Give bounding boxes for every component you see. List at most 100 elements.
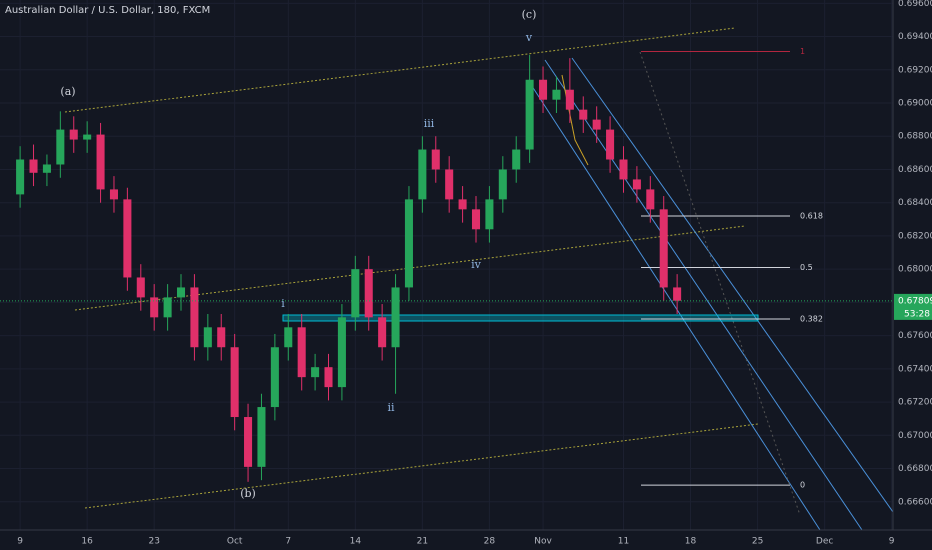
y-tick-label: 0.68600 <box>898 165 932 175</box>
candle-body <box>525 79 534 150</box>
countdown: 53:28 <box>904 309 930 319</box>
candle-body <box>29 159 38 173</box>
last-price-label: 0.67809 <box>898 296 932 306</box>
y-tick-label: 0.66800 <box>898 464 932 474</box>
x-tick-label: 7 <box>285 537 291 547</box>
candle-body <box>351 269 360 318</box>
candle-body <box>42 164 51 173</box>
candle-body <box>391 287 400 348</box>
axes: 0.69600 0.69400 0.69200 0.69000 0.68800 0.686… <box>17 0 932 547</box>
candle-body <box>83 134 92 140</box>
candle-body <box>257 407 266 467</box>
channel-upper <box>64 27 736 113</box>
candle-body <box>659 209 668 288</box>
candle-body <box>606 129 615 160</box>
channel-lower <box>84 423 759 509</box>
x-tick-label: 18 <box>685 537 697 547</box>
candle-body <box>539 79 548 100</box>
y-tick-label: 0.68400 <box>898 198 932 208</box>
candle-body <box>150 297 159 318</box>
y-tick-label: 0.67400 <box>898 364 932 374</box>
candle-body <box>445 169 454 200</box>
candle-body <box>337 317 346 388</box>
candle-body <box>418 149 427 200</box>
x-tick-label: Dec <box>816 537 833 547</box>
candle-body <box>673 287 682 301</box>
candle-body <box>619 159 628 180</box>
y-tick-label: 0.67200 <box>898 398 932 408</box>
candle-body <box>512 149 521 170</box>
y-tick-label: 0.68200 <box>898 231 932 241</box>
candle-body <box>190 287 199 348</box>
y-tick-label: 0.68000 <box>898 265 932 275</box>
y-tick-label: 0.69400 <box>898 32 932 42</box>
x-tick-label: Oct <box>227 537 243 547</box>
candle-body <box>56 129 65 165</box>
candle-body <box>109 189 118 200</box>
y-tick-label: 0.68800 <box>898 132 932 142</box>
wave-label: v <box>525 31 533 44</box>
trend-channel <box>544 59 863 531</box>
x-tick-label: 9 <box>17 537 23 547</box>
candle-body <box>284 327 293 348</box>
candle-body <box>16 159 25 195</box>
fib-label: 0 <box>800 481 805 490</box>
y-tick-label: 0.66600 <box>898 497 932 507</box>
wave-label: (c) <box>522 8 537 21</box>
candle-body <box>244 417 253 467</box>
candle-body <box>203 327 212 348</box>
candle-body <box>270 347 279 408</box>
y-tick-label: 0.67600 <box>898 331 932 341</box>
y-tick-label: 0.69600 <box>898 0 932 9</box>
candle-body <box>646 189 655 210</box>
candle-body <box>552 89 561 100</box>
candle-body <box>632 179 641 190</box>
y-tick-label: 0.69000 <box>898 99 932 109</box>
candle-body <box>324 367 333 388</box>
candle-body <box>136 277 145 298</box>
chart-title: Australian Dollar / U.S. Dollar, 180, FX… <box>5 5 210 16</box>
candle-body <box>230 347 239 418</box>
candle-body <box>579 109 588 120</box>
wave-label: iii <box>424 117 435 130</box>
plot-area: 1 0.618 0.5 0.382 0 <box>0 47 893 490</box>
candle-body <box>69 129 78 140</box>
wave-label: (a) <box>60 85 75 98</box>
x-tick-label: 23 <box>148 537 159 547</box>
fib-label: 1 <box>800 47 805 56</box>
wave-label: (b) <box>240 487 256 500</box>
x-tick-label: 16 <box>81 537 93 547</box>
x-tick-label: 9 <box>889 537 895 547</box>
trend-line <box>639 51 801 516</box>
fib-label: 0.382 <box>800 314 823 323</box>
candle-body <box>498 169 507 200</box>
candle-body <box>217 327 226 348</box>
candle-body <box>471 209 481 230</box>
candle-body <box>378 317 387 348</box>
wave-label: i <box>281 297 285 310</box>
y-tick-label: 0.69200 <box>898 65 932 75</box>
candle-body <box>364 269 373 318</box>
trend-channel <box>571 57 894 513</box>
candle-body <box>297 327 306 378</box>
candle-body <box>431 149 440 170</box>
fib-label: 0.5 <box>800 263 813 272</box>
y-tick-label: 0.67000 <box>898 431 932 441</box>
candle-body <box>458 199 467 210</box>
candle-body <box>176 287 186 298</box>
wave-label: ii <box>387 401 395 414</box>
support-zone <box>282 314 759 322</box>
last-price-box <box>894 293 932 320</box>
x-tick-label: Nov <box>534 537 552 547</box>
x-tick-label: 11 <box>618 537 629 547</box>
candle-body <box>592 119 601 130</box>
candle-body <box>404 199 413 288</box>
trend-channel <box>527 79 821 531</box>
x-tick-label: 25 <box>752 537 763 547</box>
grid <box>0 0 893 530</box>
x-tick-label: 28 <box>484 537 496 547</box>
candle-body <box>123 199 132 278</box>
candle-body <box>96 134 105 190</box>
